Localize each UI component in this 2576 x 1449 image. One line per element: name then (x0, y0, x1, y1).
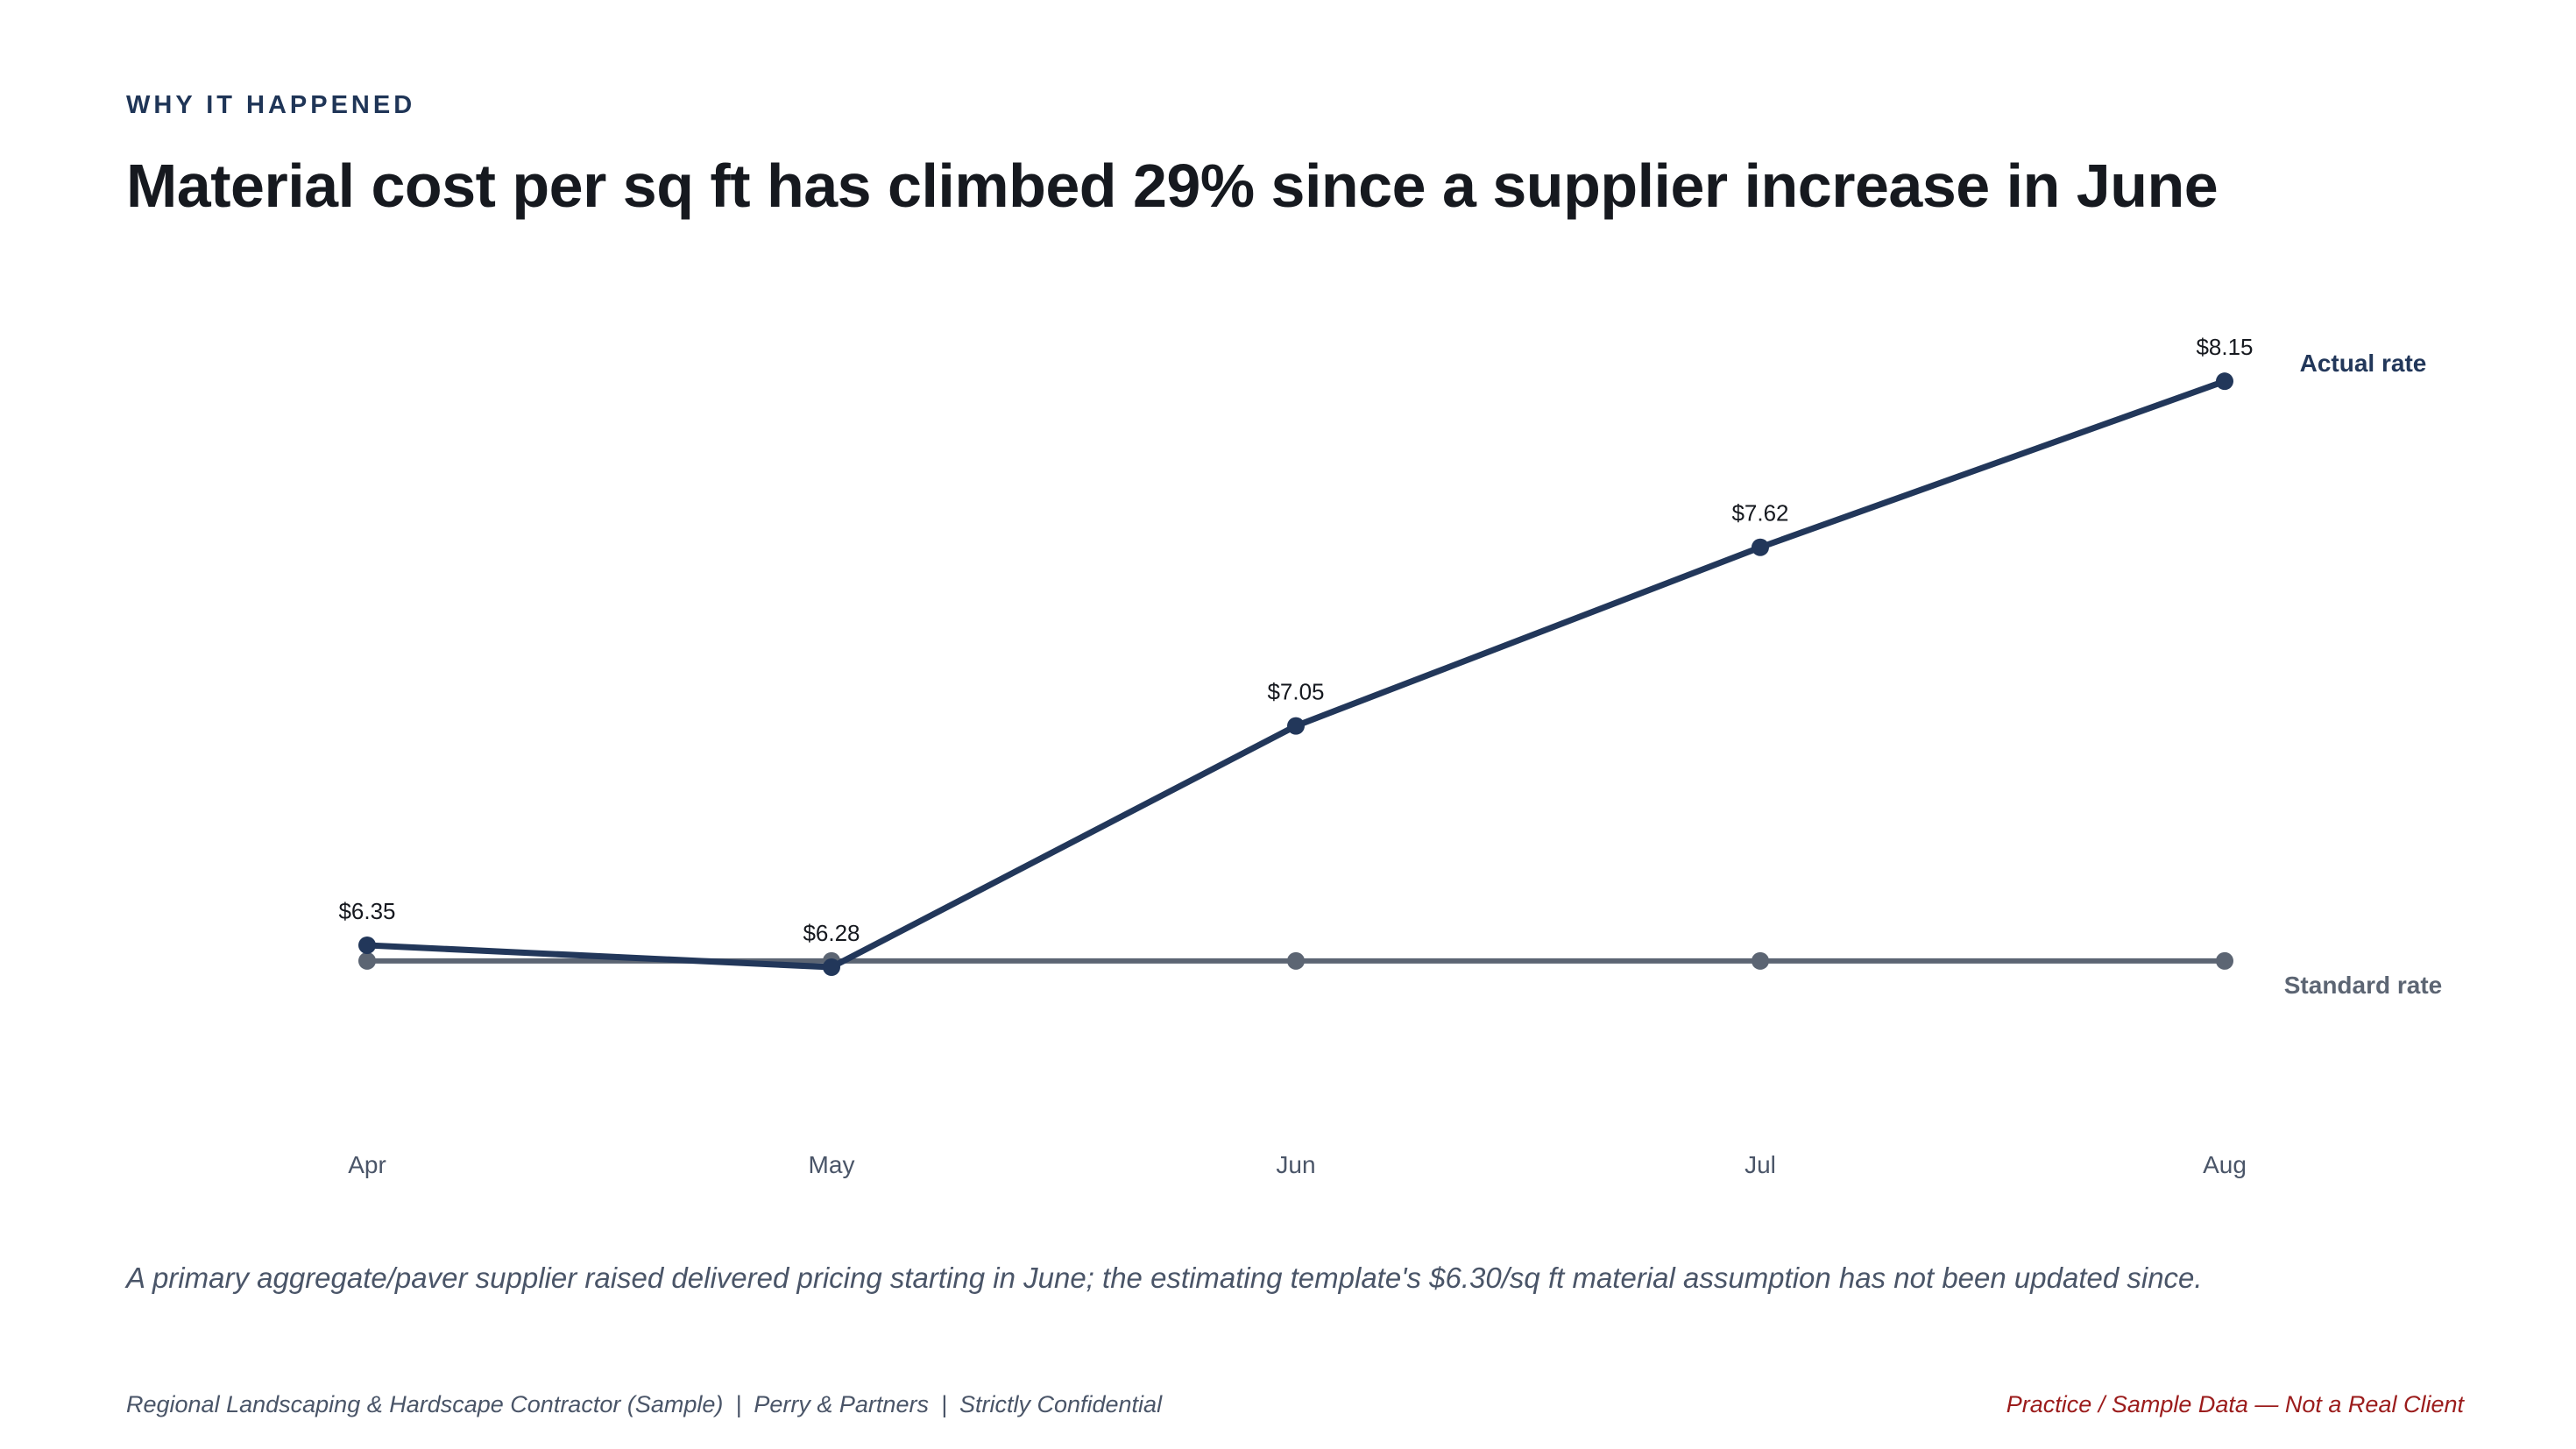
actual-rate-data-label: $7.62 (1731, 500, 1788, 527)
actual-rate-data-label: $6.35 (338, 898, 395, 924)
actual-rate-data-label: $7.05 (1267, 679, 1324, 705)
actual-rate-point (823, 958, 840, 977)
footer-disclaimer: Practice / Sample Data — Not a Real Clie… (2006, 1391, 2464, 1417)
actual-rate-point (358, 936, 376, 954)
x-tick-label: Apr (348, 1151, 386, 1178)
standard-rate-point (1287, 951, 1305, 970)
actual-rate-legend-label: Actual rate (2300, 350, 2427, 377)
actual-rate-line (364, 378, 2228, 971)
x-tick-label: May (809, 1151, 855, 1178)
standard-rate-legend-label: Standard rate (2284, 972, 2443, 999)
actual-rate-data-label: $8.15 (2196, 334, 2253, 360)
actual-rate-point (2216, 372, 2233, 391)
actual-rate-point (1287, 717, 1305, 735)
x-tick-label: Jul (1744, 1151, 1776, 1178)
line-chart: Standard rate $6.35 $6.28 $7.05 $7.62 $8.15 Ac… (338, 334, 2443, 1178)
footer-separator: | (735, 1391, 742, 1417)
footer-confidentiality: Strictly Confidential (959, 1391, 1163, 1417)
slide-headline: Material cost per sq ft has climbed 29% … (126, 152, 2219, 220)
x-tick-label: Aug (2203, 1151, 2247, 1178)
footer-attribution: Regional Landscaping & Hardscape Contrac… (126, 1391, 1162, 1418)
footer-separator: | (940, 1391, 947, 1417)
x-tick-label: Jun (1276, 1151, 1315, 1178)
chart-caption: A primary aggregate/paver supplier raise… (126, 1262, 2203, 1294)
footer-client: Regional Landscaping & Hardscape Contrac… (126, 1391, 724, 1417)
section-eyebrow: WHY IT HAPPENED (126, 91, 416, 119)
standard-rate-point (2216, 951, 2233, 970)
actual-rate-series: $6.35 $6.28 $7.05 $7.62 $8.15 Actual rate (338, 334, 2427, 977)
standard-rate-point (1752, 951, 1769, 970)
footer-firm: Perry & Partners (754, 1391, 929, 1417)
standard-rate-point (358, 951, 376, 970)
actual-rate-point (1752, 538, 1769, 556)
actual-rate-data-label: $6.28 (803, 920, 860, 946)
